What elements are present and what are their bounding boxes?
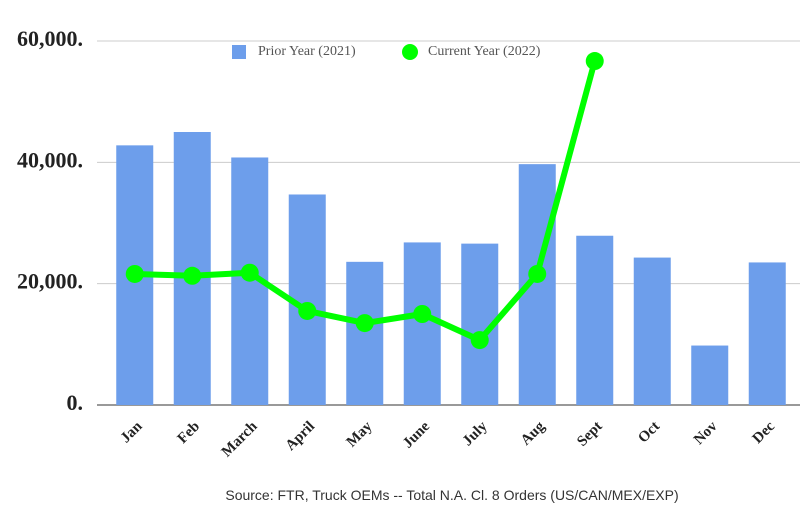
y-tick-label: 40,000. (17, 147, 83, 172)
x-tick-label: Jan (118, 418, 146, 446)
source: Source: FTR, Truck OEMs -- Total N.A. Cl… (225, 487, 678, 503)
legend-marker (232, 45, 246, 59)
x-tick-label: Aug (518, 418, 549, 449)
y-tick-label: 20,000. (17, 269, 83, 294)
point (528, 264, 547, 283)
legend-label: Current Year (2022) (428, 44, 541, 59)
point (413, 305, 432, 323)
x-tick-label: Oct (635, 419, 663, 447)
bar (748, 262, 786, 405)
point (470, 331, 489, 350)
x-tick-label: Sept (574, 419, 605, 450)
legend-marker (402, 44, 418, 60)
x-tick-label: May (344, 418, 376, 450)
x-tick-label: March (219, 418, 261, 460)
x-tick-label: Nov (691, 418, 721, 448)
x-tick-label: Dec (750, 418, 779, 447)
point (298, 301, 317, 320)
bar (691, 345, 729, 405)
legend-label: Prior Year (2021) (258, 44, 356, 59)
point (183, 266, 202, 285)
point (125, 264, 144, 283)
bar (633, 257, 671, 405)
bar (403, 242, 441, 405)
bar (576, 235, 614, 405)
point (240, 263, 259, 282)
point (355, 314, 374, 333)
x-tick-label: July (460, 418, 491, 449)
point (585, 52, 604, 71)
x-tick-label: Feb (175, 419, 203, 447)
y-tick-label: 0. (67, 390, 84, 415)
y-tick-label: 60,000. (17, 26, 83, 51)
bar (346, 261, 384, 405)
x-tick-label: June (400, 418, 433, 451)
x-tick-label: April (283, 419, 318, 454)
